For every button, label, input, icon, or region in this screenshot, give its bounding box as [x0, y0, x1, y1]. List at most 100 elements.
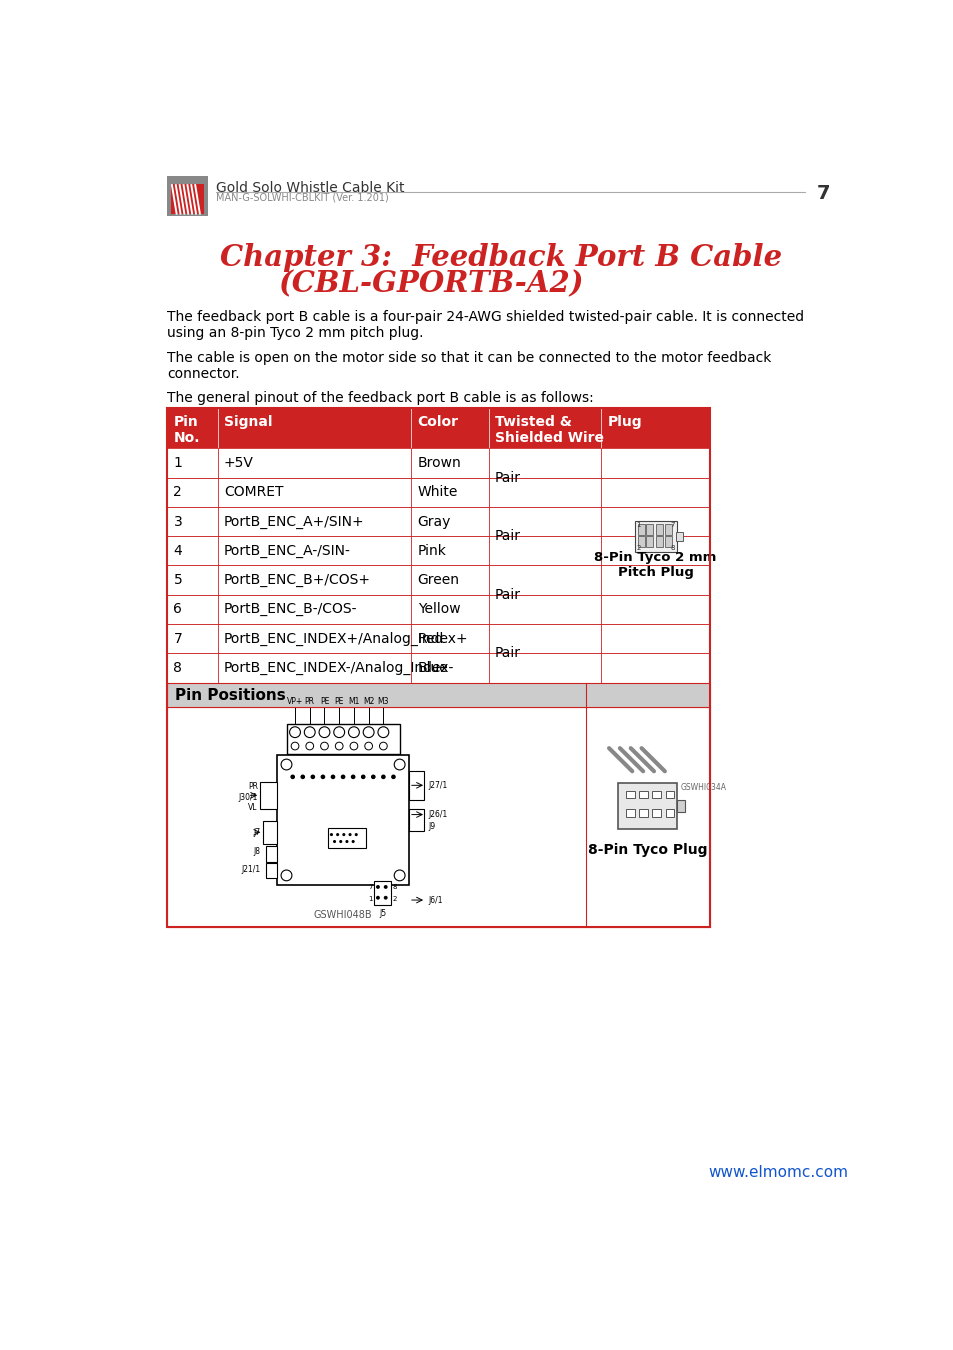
- Text: Pair: Pair: [495, 471, 520, 485]
- Text: J21/1: J21/1: [241, 865, 260, 873]
- Circle shape: [330, 833, 333, 836]
- Bar: [277, 755, 409, 884]
- Text: Pink: Pink: [417, 544, 446, 558]
- Bar: [634, 521, 677, 552]
- Bar: [374, 880, 391, 906]
- Text: White: White: [417, 486, 457, 500]
- Bar: [664, 536, 671, 547]
- Bar: [664, 524, 671, 535]
- Bar: [652, 791, 660, 798]
- Bar: [327, 829, 366, 848]
- Circle shape: [391, 775, 395, 779]
- Bar: [167, 624, 709, 653]
- Bar: [167, 448, 709, 478]
- Circle shape: [335, 833, 339, 836]
- Text: J26/1: J26/1: [428, 810, 447, 819]
- Text: Blue: Blue: [417, 662, 448, 675]
- Text: 2: 2: [636, 545, 639, 551]
- Text: M1: M1: [348, 697, 359, 706]
- Circle shape: [380, 775, 385, 779]
- Bar: [655, 524, 661, 535]
- Text: Brown: Brown: [417, 456, 461, 470]
- Circle shape: [340, 775, 345, 779]
- Text: The feedback port B cable is a four-pair 24-AWG shielded twisted-pair cable. It : The feedback port B cable is a four-pair…: [167, 310, 803, 340]
- Text: Red: Red: [417, 632, 443, 645]
- Text: 2: 2: [173, 486, 182, 500]
- Text: PR: PR: [304, 697, 314, 706]
- Text: GSWHI034A: GSWHI034A: [679, 783, 725, 792]
- Bar: [676, 532, 682, 541]
- Text: Twisted &
Shielded Wire: Twisted & Shielded Wire: [495, 414, 603, 444]
- Bar: [260, 782, 277, 809]
- Text: www.elmomc.com: www.elmomc.com: [707, 1165, 847, 1180]
- Bar: [167, 595, 709, 624]
- Text: J8: J8: [253, 846, 260, 856]
- Circle shape: [310, 775, 314, 779]
- Bar: [167, 707, 709, 926]
- Circle shape: [375, 896, 379, 899]
- Text: The general pinout of the feedback port B cable is as follows:: The general pinout of the feedback port …: [167, 392, 594, 405]
- Bar: [652, 809, 660, 817]
- Bar: [409, 771, 424, 801]
- Text: Pair: Pair: [495, 529, 520, 543]
- Text: GSWHI048B: GSWHI048B: [314, 910, 372, 921]
- Circle shape: [290, 775, 294, 779]
- Bar: [639, 809, 647, 817]
- Text: PE: PE: [335, 697, 343, 706]
- Text: 7: 7: [816, 184, 829, 202]
- Text: Gold Solo Whistle Cable Kit: Gold Solo Whistle Cable Kit: [216, 181, 404, 196]
- Bar: [265, 846, 277, 861]
- Text: 5: 5: [173, 574, 182, 587]
- Text: Green: Green: [417, 574, 459, 587]
- Bar: [665, 791, 674, 798]
- Text: 8: 8: [173, 662, 182, 675]
- Circle shape: [375, 886, 379, 888]
- Text: PR
J30/1
VL: PR J30/1 VL: [238, 782, 257, 813]
- Text: Yellow: Yellow: [417, 602, 459, 617]
- Text: 8-Pin Tyco Plug: 8-Pin Tyco Plug: [587, 842, 707, 857]
- Text: COMRET: COMRET: [224, 486, 283, 500]
- Bar: [167, 653, 709, 683]
- Circle shape: [345, 840, 348, 842]
- Text: 3: 3: [173, 514, 182, 529]
- Text: J5: J5: [378, 909, 386, 918]
- Text: 8: 8: [670, 545, 674, 551]
- Circle shape: [300, 775, 305, 779]
- Bar: [409, 809, 424, 830]
- Bar: [171, 184, 204, 215]
- Text: PortB_ENC_INDEX+/Analog_Index+: PortB_ENC_INDEX+/Analog_Index+: [224, 632, 468, 645]
- Text: 1: 1: [636, 522, 640, 528]
- Text: PE: PE: [319, 697, 329, 706]
- Circle shape: [352, 840, 355, 842]
- Circle shape: [355, 833, 357, 836]
- Bar: [167, 176, 208, 216]
- Text: M2: M2: [362, 697, 374, 706]
- Text: Gray: Gray: [417, 514, 451, 529]
- Bar: [665, 809, 674, 817]
- Bar: [167, 409, 709, 448]
- Circle shape: [342, 833, 345, 836]
- Circle shape: [348, 833, 352, 836]
- Bar: [637, 524, 644, 535]
- Bar: [639, 791, 647, 798]
- Text: The cable is open on the motor side so that it can be connected to the motor fee: The cable is open on the motor side so t…: [167, 351, 771, 381]
- Text: J27/1: J27/1: [428, 780, 447, 790]
- Bar: [637, 536, 644, 547]
- Bar: [618, 783, 677, 829]
- Text: 4: 4: [173, 544, 182, 558]
- Text: (CBL-GPORTB-A2): (CBL-GPORTB-A2): [278, 270, 583, 298]
- Bar: [167, 683, 709, 707]
- Circle shape: [383, 896, 387, 899]
- Bar: [625, 791, 634, 798]
- Circle shape: [331, 775, 335, 779]
- Bar: [645, 536, 653, 547]
- Circle shape: [360, 775, 365, 779]
- Text: 8: 8: [393, 884, 396, 890]
- Circle shape: [339, 840, 342, 842]
- Text: PortB_ENC_A+/SIN+: PortB_ENC_A+/SIN+: [224, 514, 364, 529]
- Text: Plug: Plug: [607, 414, 641, 428]
- Bar: [167, 478, 709, 508]
- Bar: [677, 799, 684, 813]
- Bar: [167, 409, 709, 926]
- Text: PortB_ENC_INDEX-/Analog_Index-: PortB_ENC_INDEX-/Analog_Index-: [224, 662, 454, 675]
